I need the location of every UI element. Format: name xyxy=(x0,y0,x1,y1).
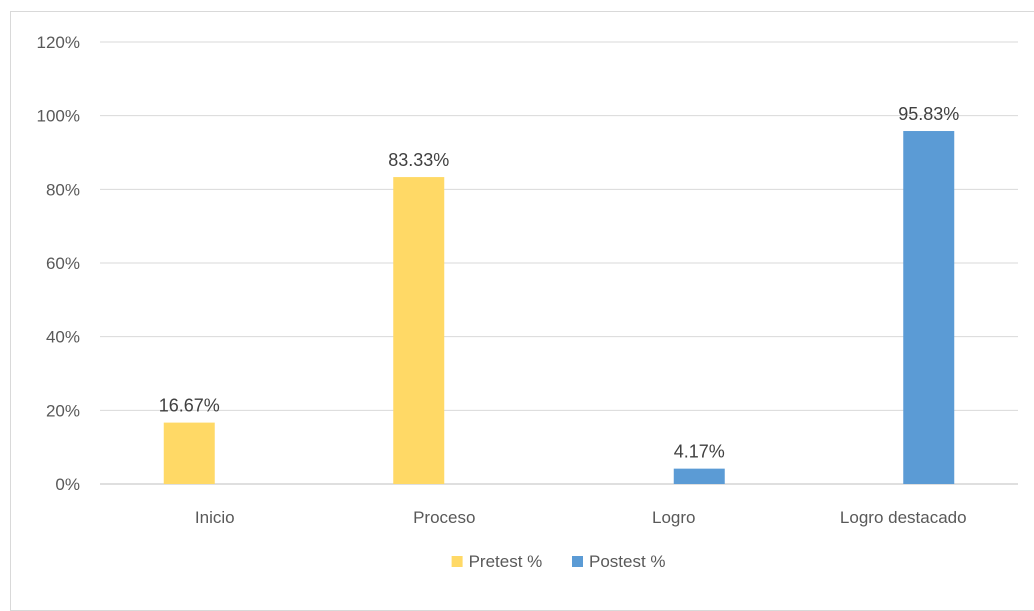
legend-swatch xyxy=(572,556,583,567)
bar xyxy=(393,177,445,484)
legend-swatch xyxy=(451,556,463,567)
x-category-label: Inicio xyxy=(195,508,235,527)
data-label: 4.17% xyxy=(674,442,725,462)
y-tick-label: 80% xyxy=(46,180,80,199)
legend: Pretest % Postest % xyxy=(451,552,666,571)
y-tick-label: 20% xyxy=(46,401,80,420)
bar xyxy=(163,422,215,484)
x-category-label: Proceso xyxy=(413,508,475,527)
gridlines xyxy=(100,41,1018,485)
y-tick-label: 100% xyxy=(37,107,80,126)
data-label: 95.83% xyxy=(898,104,959,124)
data-labels: 16.67% 83.33% 4.17% 95.83% xyxy=(159,104,960,462)
y-tick-label: 120% xyxy=(37,33,80,52)
x-category-label: Logro destacado xyxy=(840,508,967,527)
bar-chart: 0% 20% 40% 60% 80% 100% 120% 16.67% 83.33% 4.17%… xyxy=(37,33,1018,571)
y-axis-tick-labels: 0% 20% 40% 60% 80% 100% 120% xyxy=(37,33,80,494)
y-tick-label: 0% xyxy=(55,475,80,494)
y-tick-label: 40% xyxy=(46,328,80,347)
legend-label: Pretest % xyxy=(469,552,543,571)
bars xyxy=(163,131,955,484)
y-tick-label: 60% xyxy=(46,254,80,273)
x-category-label: Logro xyxy=(652,508,695,527)
data-label: 16.67% xyxy=(159,396,220,416)
data-label: 83.33% xyxy=(388,150,449,170)
bar xyxy=(903,131,955,484)
legend-label: Postest % xyxy=(589,552,666,571)
x-axis-category-labels: Inicio Proceso Logro Logro destacado xyxy=(195,508,967,527)
bar xyxy=(673,468,725,484)
